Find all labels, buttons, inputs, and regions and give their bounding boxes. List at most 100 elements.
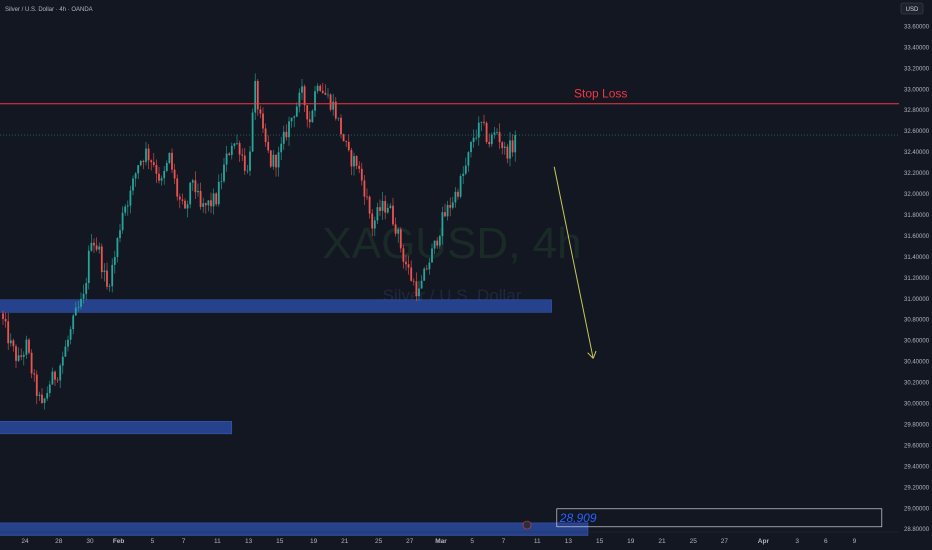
x-tick-label: 27	[406, 538, 414, 545]
candle-body	[61, 356, 64, 366]
candle-body	[124, 206, 127, 213]
candle-body	[301, 86, 303, 93]
candle-body	[397, 229, 400, 234]
x-tick-label: 30	[86, 538, 94, 545]
x-tick-label: 24	[21, 538, 29, 545]
candle-body	[389, 205, 392, 208]
candle-body	[272, 154, 275, 167]
x-tick-label: 27	[721, 538, 729, 545]
candle-body	[464, 165, 467, 174]
x-tick-label: 13	[565, 538, 573, 545]
price-axis-background[interactable]	[899, 0, 932, 550]
candle-body	[503, 146, 506, 148]
candle-body	[373, 220, 376, 229]
candle-body	[51, 371, 54, 385]
candle-body	[282, 131, 285, 144]
y-tick-label: 33.40000	[904, 45, 930, 51]
candle-body	[319, 85, 322, 91]
x-tick-label: 19	[627, 538, 635, 545]
candle-body	[444, 212, 446, 217]
candle-body	[145, 148, 147, 162]
x-tick-label: 15	[596, 538, 604, 545]
candle-body	[371, 213, 374, 229]
candle-body	[173, 169, 176, 179]
x-tick-label: Mar	[435, 538, 447, 545]
currency-button[interactable]	[900, 2, 924, 15]
candle-body	[376, 207, 379, 221]
event-flag-icon[interactable]	[522, 520, 532, 530]
candle-body	[285, 131, 288, 138]
candle-body	[197, 191, 199, 193]
candle-body	[363, 180, 366, 197]
candle-body	[230, 145, 233, 155]
candle-body	[480, 121, 483, 123]
candle-body	[267, 141, 270, 151]
candle-body	[111, 264, 114, 287]
candle-body	[98, 246, 101, 250]
candle-body	[311, 110, 314, 123]
candle-body	[43, 398, 46, 403]
target-price-label: 28.909	[559, 511, 597, 525]
candle-body	[225, 153, 228, 165]
y-tick-label: 32.60000	[904, 129, 930, 135]
candle-body	[220, 181, 223, 182]
candle-body	[194, 180, 197, 193]
y-tick-label: 29.40000	[904, 464, 930, 470]
y-tick-label: 29.60000	[904, 443, 930, 449]
candle-body	[259, 109, 262, 114]
candle-body	[9, 340, 12, 344]
candle-body	[119, 230, 121, 239]
candle-body	[191, 180, 194, 183]
candle-body	[329, 94, 332, 110]
y-tick-label: 31.60000	[904, 234, 930, 240]
x-tick-label: 13	[245, 538, 253, 545]
candle-body	[176, 178, 179, 197]
candle-body	[353, 156, 355, 167]
candle-body	[379, 207, 381, 211]
candle-body	[298, 92, 301, 107]
candle-body	[7, 321, 10, 344]
candle-body	[407, 264, 410, 268]
candle-body	[392, 205, 394, 225]
candle-body	[212, 193, 215, 207]
candle-body	[264, 128, 267, 142]
candle-body	[324, 92, 327, 95]
y-tick-label: 31.20000	[904, 276, 930, 282]
candle-body	[334, 101, 337, 119]
candle-body	[69, 329, 72, 340]
candle-body	[207, 200, 210, 206]
candle-body	[402, 248, 405, 262]
y-tick-label: 33.60000	[904, 24, 930, 30]
candle-body	[158, 173, 160, 181]
candle-body	[152, 162, 155, 165]
candle-body	[256, 81, 259, 110]
candle-body	[147, 148, 150, 161]
candle-body	[436, 240, 439, 246]
candle-body	[308, 119, 311, 123]
x-tick-label: Feb	[113, 538, 125, 545]
candle-body	[506, 146, 509, 159]
candle-body	[446, 205, 449, 217]
stop-loss-label: Stop Loss	[574, 87, 627, 101]
candle-body	[475, 137, 478, 139]
candle-body	[381, 200, 384, 211]
candle-body	[498, 132, 501, 143]
candle-body	[93, 242, 95, 246]
candle-body	[90, 242, 93, 251]
candle-body	[20, 355, 23, 357]
candle-body	[293, 116, 296, 118]
candle-body	[332, 101, 335, 110]
candle-body	[41, 394, 43, 403]
candle-body	[327, 94, 329, 96]
candle-body	[368, 196, 371, 214]
candle-body	[238, 143, 241, 155]
candle-body	[337, 117, 340, 119]
candle-body	[186, 204, 189, 209]
y-tick-label: 31.80000	[904, 213, 930, 219]
support-zone-1	[0, 299, 552, 313]
candle-body	[95, 245, 98, 250]
candle-body	[17, 355, 20, 361]
y-tick-label: 31.40000	[904, 255, 930, 261]
candle-body	[295, 106, 298, 117]
